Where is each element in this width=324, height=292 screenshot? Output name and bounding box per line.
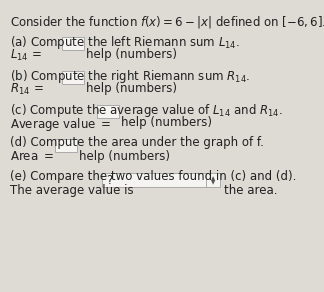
Text: help (numbers): help (numbers) xyxy=(121,116,212,129)
Bar xyxy=(102,173,220,187)
Text: help (numbers): help (numbers) xyxy=(86,82,177,95)
Text: $L_{14}\,=$: $L_{14}\,=$ xyxy=(10,48,42,63)
Bar xyxy=(55,139,77,152)
Text: help (numbers): help (numbers) xyxy=(86,48,177,61)
Text: Area $=$: Area $=$ xyxy=(10,150,54,163)
Bar xyxy=(97,105,119,118)
Text: ?: ? xyxy=(106,175,112,187)
Text: help (numbers): help (numbers) xyxy=(79,150,170,163)
Text: (d) Compute the area under the graph of f.: (d) Compute the area under the graph of … xyxy=(10,136,264,149)
Text: ▲
▼: ▲ ▼ xyxy=(211,176,215,186)
Text: (c) Compute the average value of $L_{14}$ and $R_{14}$.: (c) Compute the average value of $L_{14}… xyxy=(10,102,283,119)
Text: (b) Compute the right Riemann sum $R_{14}$.: (b) Compute the right Riemann sum $R_{14… xyxy=(10,68,250,85)
Text: Average value $=$: Average value $=$ xyxy=(10,116,111,133)
Text: Consider the function $f(x) = 6 - |x|$ defined on $[-6, 6]$.: Consider the function $f(x) = 6 - |x|$ d… xyxy=(10,14,324,30)
Text: $R_{14}\,=$: $R_{14}\,=$ xyxy=(10,82,44,97)
Bar xyxy=(62,71,84,84)
Text: the area.: the area. xyxy=(224,184,277,197)
Text: (e) Compare the two values found in (c) and (d).: (e) Compare the two values found in (c) … xyxy=(10,170,296,183)
Text: The average value is: The average value is xyxy=(10,184,133,197)
Bar xyxy=(62,37,84,50)
Text: (a) Compute the left Riemann sum $L_{14}$.: (a) Compute the left Riemann sum $L_{14}… xyxy=(10,34,240,51)
